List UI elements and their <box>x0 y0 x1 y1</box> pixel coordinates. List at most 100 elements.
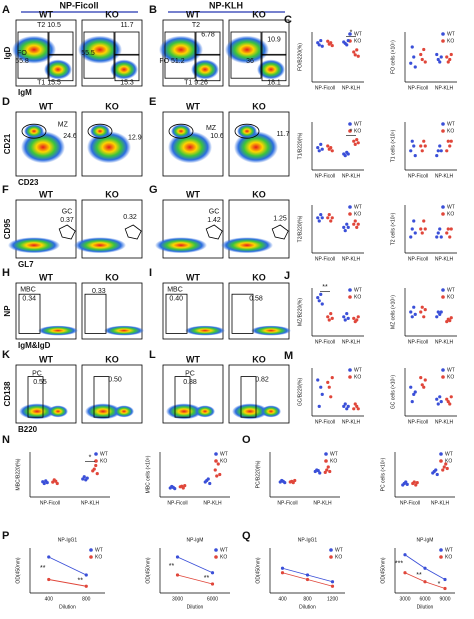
data-point <box>409 310 413 314</box>
significance: ** <box>204 575 210 582</box>
data-point <box>319 38 323 43</box>
data-point <box>439 310 443 314</box>
panel-letter: H <box>2 267 10 279</box>
density-blob <box>114 405 134 418</box>
gate <box>205 224 223 240</box>
legend-label: KO <box>335 554 342 560</box>
data-point <box>352 407 356 411</box>
data-point <box>412 144 416 148</box>
x-tick-label: 400 <box>278 596 287 602</box>
gate <box>195 31 221 56</box>
data-point <box>420 57 424 62</box>
gate <box>168 123 194 139</box>
data-point <box>436 231 440 235</box>
x-tick-label: NP-KLH <box>203 500 222 506</box>
legend-marker <box>348 212 352 216</box>
data-point <box>55 481 59 486</box>
gate <box>231 293 254 334</box>
group-label: WT <box>186 354 200 364</box>
data-point <box>420 149 424 153</box>
data-point <box>414 483 418 487</box>
data-point <box>415 481 419 485</box>
data-point <box>316 296 320 300</box>
legend-marker <box>348 129 352 133</box>
data-point <box>293 478 297 483</box>
x-tick-label: 9000 <box>439 596 450 602</box>
data-point <box>356 407 360 411</box>
density-blob <box>21 131 65 164</box>
legend-marker <box>441 32 445 36</box>
legend-label: KO <box>220 554 227 560</box>
gate-label: 24.6 <box>63 133 77 140</box>
data-point <box>320 44 324 48</box>
data-point <box>423 378 427 382</box>
gate <box>18 293 41 334</box>
data-point <box>448 144 452 148</box>
data-point <box>420 305 424 309</box>
data-point <box>413 65 417 69</box>
data-point <box>419 144 423 148</box>
gate <box>124 224 142 240</box>
data-point <box>422 315 426 319</box>
gate <box>164 31 196 79</box>
data-point <box>356 141 360 145</box>
data-point <box>412 392 416 396</box>
gate-label: 1.42 <box>207 217 221 224</box>
legend-marker <box>214 548 218 552</box>
gate-label: 0.58 <box>249 296 263 303</box>
legend-label: WT <box>354 287 362 293</box>
data-point <box>412 55 416 59</box>
data-point <box>423 308 427 312</box>
x-tick-label: NP-KLH <box>342 173 361 179</box>
data-point <box>343 229 347 233</box>
data-point <box>409 235 413 239</box>
group-label: KO <box>252 189 266 199</box>
legend-marker <box>214 459 218 463</box>
data-point <box>326 39 330 43</box>
y-axis-label: OD(450nm) <box>380 557 386 583</box>
data-point <box>326 216 330 220</box>
x-axis-label: CD23 <box>18 178 39 187</box>
data-point <box>445 231 449 235</box>
y-axis-label: T2 cells (×10⁵) <box>390 212 396 245</box>
data-point <box>345 222 349 226</box>
data-point <box>435 315 439 319</box>
legend-marker <box>348 122 352 126</box>
x-tick-label: NP-Ficoll <box>315 419 335 425</box>
data-point <box>329 219 333 223</box>
significance: * <box>350 29 353 36</box>
legend-marker <box>441 129 445 133</box>
data-point <box>448 402 452 406</box>
density-blob <box>104 325 144 336</box>
gate-label: PC <box>32 371 42 378</box>
x-axis-label: Dilution <box>299 604 316 610</box>
x-tick-label: NP-KLH <box>81 500 100 506</box>
data-point <box>213 468 217 472</box>
data-point <box>446 60 450 64</box>
group-label: WT <box>39 9 53 19</box>
x-tick-label: 800 <box>303 596 312 602</box>
gate-label: 0.37 <box>60 217 74 224</box>
gate-label: T2 <box>192 22 200 29</box>
legend-marker <box>441 375 445 379</box>
data-point <box>413 231 417 235</box>
data-point <box>342 404 346 408</box>
legend-label: KO <box>220 458 227 464</box>
data-point <box>329 312 333 316</box>
legend-label: WT <box>447 121 455 127</box>
data-point <box>353 142 357 146</box>
legend-marker <box>439 548 443 552</box>
data-point <box>346 404 350 408</box>
x-tick-label: 1200 <box>327 596 338 602</box>
data-point <box>442 465 446 469</box>
x-tick-label: 800 <box>82 596 91 602</box>
legend-label: WT <box>445 451 453 457</box>
data-point <box>330 316 334 320</box>
panel-letter: G <box>149 184 158 196</box>
gate-label: 0.55 <box>33 379 47 386</box>
gate <box>114 31 140 56</box>
y-axis-label: OD(450nm) <box>15 557 21 583</box>
significance: ** <box>40 565 46 572</box>
y-axis-label: OD(450nm) <box>255 557 261 583</box>
